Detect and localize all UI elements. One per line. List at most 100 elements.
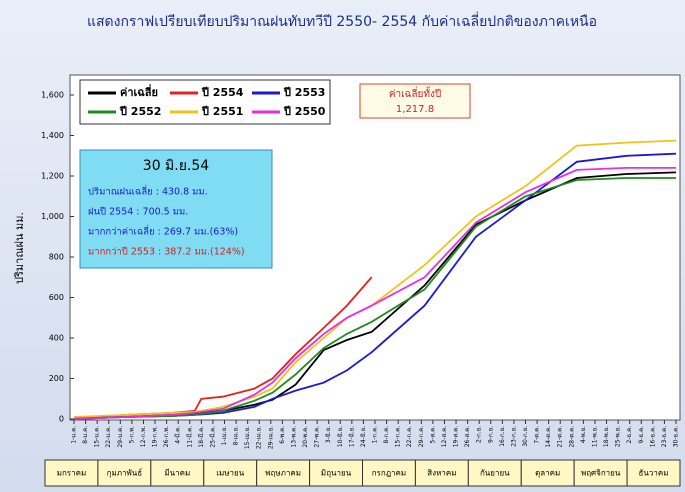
x-tick-label: 23-ก.ย. <box>510 426 517 447</box>
month-label: กันยายน <box>480 469 510 478</box>
month-label: มีนาคม <box>164 469 190 478</box>
legend-label: ปี 2552 <box>119 105 162 118</box>
x-tick-label: 7-ต.ค. <box>534 426 541 444</box>
x-tick-label: 4-มี.ค. <box>174 426 182 444</box>
x-tick-label: 1-เม.ย. <box>221 426 228 445</box>
y-tick-label: 1,600 <box>41 91 64 100</box>
x-tick-label: 4-พ.ย. <box>580 426 587 443</box>
info-line: ฝนปี 2554 : 700.5 มม. <box>88 206 188 218</box>
x-tick-label: 10-มิ.ย. <box>337 426 344 447</box>
x-tick-label: 27-พ.ค. <box>314 426 321 448</box>
x-tick-label: 1-ก.ค. <box>372 426 379 444</box>
month-cell <box>626 459 681 487</box>
x-tick-label: 5-ก.พ. <box>128 426 135 443</box>
x-tick-label: 11-พ.ย. <box>591 426 598 447</box>
month-label: ตุลาคม <box>535 469 560 478</box>
y-tick-label: 1,200 <box>41 172 64 181</box>
x-tick-label: 19-ก.พ. <box>152 426 159 447</box>
x-tick-label: 22-ม.ค. <box>105 426 112 448</box>
legend-label: ปี 2554 <box>201 86 244 99</box>
x-tick-label: 19-ส.ค. <box>453 426 460 447</box>
annual-value: 1,217.8 <box>396 104 434 115</box>
x-tick-label: 12-ส.ค. <box>441 426 448 447</box>
info-line: ปริมาณฝนเฉลี่ย : 430.8 มม. <box>88 185 208 198</box>
x-tick-label: 18-มี.ค. <box>197 426 205 448</box>
legend-box <box>79 79 331 125</box>
month-cell <box>414 459 469 487</box>
x-tick-label: 30-ก.ย. <box>522 426 529 447</box>
month-cell <box>150 459 205 487</box>
month-label: มิถุนายน <box>321 469 352 478</box>
x-tick-label: 16-ก.ย. <box>499 426 506 447</box>
x-tick-label: 23-ธ.ค. <box>661 426 668 447</box>
legend-label: ปี 2551 <box>201 105 244 118</box>
y-tick-label: 600 <box>49 293 64 302</box>
y-tick-label: 400 <box>49 334 64 343</box>
month-label: ธันวาคม <box>639 469 669 478</box>
month-label: สิงหาคม <box>427 469 456 478</box>
x-tick-label: 8-เม.ย. <box>233 426 240 445</box>
month-cell <box>44 459 99 487</box>
annual-box <box>359 83 471 119</box>
x-tick-label: 20-พ.ค. <box>302 426 309 448</box>
y-axis-label: ปริมาณฝน มม. <box>13 212 26 284</box>
month-cell <box>467 459 522 487</box>
x-tick-label: 8-ม.ค. <box>82 426 89 444</box>
series-line <box>73 177 676 420</box>
x-tick-label: 12-ก.พ. <box>140 426 147 447</box>
x-tick-label: 28-ต.ค. <box>568 426 575 448</box>
x-tick-label: 29-เม.ย. <box>267 426 274 449</box>
x-tick-label: 1-ม.ค. <box>71 426 78 444</box>
x-tick-label: 22-ก.ค. <box>406 426 413 447</box>
month-cell <box>203 459 258 487</box>
month-label: กุมภาพันธ์ <box>107 468 143 478</box>
x-tick-label: 9-ธ.ค. <box>638 426 645 444</box>
x-tick-label: 6-พ.ค. <box>279 426 286 444</box>
month-label: มกราคม <box>57 469 87 478</box>
x-tick-label: 26-ส.ค. <box>464 426 471 447</box>
y-tick-label: 1,000 <box>41 212 64 221</box>
x-tick-label: 30-ธ.ค. <box>673 426 680 447</box>
x-tick-label: 15-เม.ย. <box>244 426 251 449</box>
y-tick-label: 0 <box>59 415 64 424</box>
x-tick-label: 25-พ.ย. <box>615 426 622 447</box>
x-tick-label: 2-ธ.ค. <box>626 426 633 444</box>
month-cell <box>520 459 575 487</box>
x-tick-label: 9-ก.ย. <box>487 426 494 443</box>
x-tick-label: 15-ก.ค. <box>395 426 402 447</box>
y-tick-label: 1,400 <box>41 131 64 140</box>
x-tick-label: 29-ก.ค. <box>418 426 425 447</box>
series-line <box>73 167 676 420</box>
month-cell <box>309 459 364 487</box>
month-label: กรกฎาคม <box>372 469 406 478</box>
month-label: พฤษภาคม <box>265 469 301 478</box>
info-box <box>79 149 273 269</box>
chart-title: แสดงกราฟเปรียบเทียบปริมาณฝนทับทวีปี 2550… <box>87 12 597 30</box>
x-tick-label: 26-ก.พ. <box>163 426 170 447</box>
x-tick-label: 8-ก.ค. <box>383 426 390 444</box>
legend-label: ปี 2550 <box>283 105 326 118</box>
x-tick-label: 29-ม.ค. <box>117 426 124 448</box>
x-tick-label: 16-ธ.ค. <box>649 426 656 447</box>
legend-label: ค่าเฉลี่ย <box>120 84 158 99</box>
info-line: มากกว่าค่าเฉลี่ย : 269.7 มม.(63%) <box>88 225 238 238</box>
month-label: เมษายน <box>216 469 244 478</box>
month-cell <box>97 459 152 487</box>
x-tick-label: 25-มี.ค. <box>208 426 216 448</box>
x-tick-label: 14-ต.ค. <box>545 426 552 448</box>
x-tick-label: 3-มิ.ย. <box>325 426 332 443</box>
x-tick-label: 15-ม.ค. <box>94 426 101 448</box>
x-tick-label: 11-มี.ค. <box>185 426 193 448</box>
month-label: พฤศจิกายน <box>581 469 621 478</box>
x-tick-label: 2-ก.ย. <box>476 426 483 443</box>
series-line <box>73 139 677 418</box>
x-tick-label: 17-มิ.ย. <box>348 426 355 447</box>
info-date: 30 มิ.ย.54 <box>143 158 210 174</box>
y-tick-label: 200 <box>49 374 64 383</box>
legend-label: ปี 2553 <box>283 86 326 99</box>
x-tick-label: 22-เม.ย. <box>256 426 263 449</box>
x-tick-label: 24-มิ.ย. <box>360 426 367 447</box>
x-tick-label: 5-ส.ค. <box>429 426 436 444</box>
x-tick-label: 13-พ.ค. <box>290 426 297 448</box>
x-tick-label: 21-ต.ค. <box>557 426 564 448</box>
